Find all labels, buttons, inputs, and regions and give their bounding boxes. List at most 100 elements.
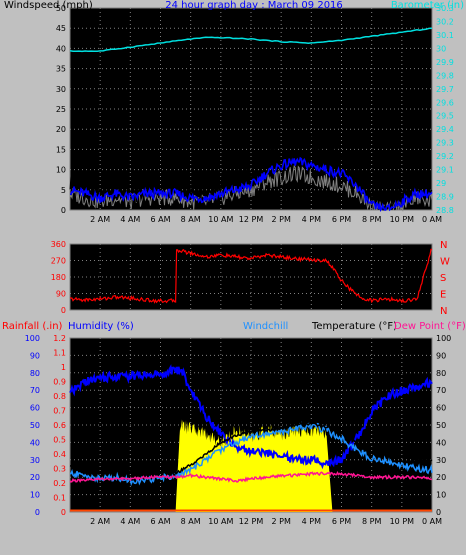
x-tick-label: 6 AM: [150, 215, 170, 224]
temperature-series-line: [69, 421, 433, 476]
direction-tick-label: 0: [61, 306, 66, 315]
barometer-tick-label: 29.8: [436, 71, 454, 80]
x-tick-label: 10 PM: [390, 215, 415, 224]
temperature-tick-label: 60: [436, 404, 446, 413]
wind-tick-label: 35: [56, 65, 66, 74]
x-tick-label: 6 AM: [150, 517, 170, 526]
temperature-tick-label: 100: [436, 334, 451, 343]
humidity-tick-label: 100: [25, 334, 40, 343]
barometer-tick-label: 30.1: [436, 31, 454, 40]
barometer-tick-label: 29.1: [436, 166, 454, 175]
barometer-tick-label: 28.9: [436, 193, 454, 202]
humidity-label: Humidity (%): [68, 321, 134, 332]
x-tick-label: 2 PM: [271, 517, 290, 526]
x-tick-label: 6 PM: [332, 517, 351, 526]
barometer-tick-label: 29.5: [436, 112, 454, 121]
barometer-tick-label: 28.8: [436, 206, 454, 215]
barometer-axis-title: Barometer (in): [391, 0, 464, 11]
sun-area: [175, 419, 333, 512]
rainfall-tick-label: 0.7: [53, 407, 66, 416]
rainfall-tick-label: 0.4: [53, 450, 66, 459]
direction-tick-label: 180: [51, 273, 66, 282]
humidity-tick-label: 50: [30, 421, 40, 430]
temperature-tick-label: 30: [436, 456, 446, 465]
direction-tick-label: 90: [56, 290, 66, 299]
direction-tick-label: 270: [51, 257, 66, 266]
rainfall-tick-label: 0.3: [53, 465, 66, 474]
barometer-tick-label: 29.7: [436, 85, 454, 94]
wind-tick-label: 45: [56, 24, 66, 33]
x-tick-label: 4 PM: [302, 215, 321, 224]
wind-tick-label: 5: [61, 186, 66, 195]
wind-tick-label: 20: [56, 125, 66, 134]
wind-tick-label: 10: [56, 166, 66, 175]
x-tick-label: 2 AM: [90, 215, 110, 224]
humidity-tick-label: 0: [35, 508, 40, 517]
rainfall-tick-label: 0.9: [53, 378, 66, 387]
humidity-tick-label: 40: [30, 438, 40, 447]
rainfall-tick-label: 0.2: [53, 479, 66, 488]
rainfall-tick-label: 0: [61, 508, 66, 517]
x-tick-label: 12 PM: [239, 215, 264, 224]
x-tick-label: 0 AM: [422, 517, 442, 526]
x-tick-label: 4 PM: [302, 517, 321, 526]
x-tick-label: 2 PM: [271, 215, 290, 224]
rainfall-tick-label: 0.8: [53, 392, 66, 401]
x-tick-label: 12 PM: [239, 517, 264, 526]
x-tick-label: 4 AM: [120, 215, 140, 224]
windchill-label: Windchill: [243, 321, 288, 332]
x-tick-label: 8 PM: [362, 215, 381, 224]
temperature-tick-label: 70: [436, 386, 446, 395]
barometer-tick-label: 30: [436, 44, 446, 53]
wind-tick-label: 0: [61, 206, 66, 215]
x-tick-label: 8 AM: [181, 215, 201, 224]
x-tick-label: 10 AM: [208, 215, 233, 224]
rainfall-tick-label: 0.5: [53, 436, 66, 445]
barometer-tick-label: 29.4: [436, 125, 454, 134]
humidity-tick-label: 20: [30, 473, 40, 482]
wind-tick-label: 30: [56, 85, 66, 94]
wind-tick-label: 40: [56, 44, 66, 53]
wind-tick-label: 50: [56, 4, 66, 13]
humidity-tick-label: 60: [30, 404, 40, 413]
wind-tick-label: 25: [56, 105, 66, 114]
wind-direction-line: [69, 248, 432, 304]
x-tick-label: 10 AM: [208, 517, 233, 526]
rainfall-label: Rainfall (.in): [2, 321, 63, 332]
barometer-tick-label: 29.2: [436, 152, 454, 161]
temperature-series-line: [69, 470, 432, 483]
temperature-tick-label: 80: [436, 369, 446, 378]
barometer-line: [69, 27, 433, 53]
rainfall-tick-label: 0.1: [53, 494, 66, 503]
rainfall-tick-label: 0.6: [53, 421, 66, 430]
chart-title: 24 hour graph day : March 09 2016: [165, 0, 343, 11]
rainfall-tick-label: 1.1: [53, 349, 66, 358]
x-tick-label: 8 AM: [181, 517, 201, 526]
rainfall-tick-label: 1: [61, 363, 66, 372]
temperature-tick-label: 0: [436, 508, 441, 517]
humidity-tick-label: 10: [30, 491, 40, 500]
wind-series-line: [69, 156, 433, 212]
temperature-series-line: [69, 364, 433, 470]
humidity-tick-label: 70: [30, 386, 40, 395]
x-tick-label: 2 AM: [90, 517, 110, 526]
humidity-tick-label: 80: [30, 369, 40, 378]
temperature-tick-label: 20: [436, 473, 446, 482]
barometer-tick-label: 29.3: [436, 139, 454, 148]
compass-tick-label: N: [440, 306, 447, 317]
direction-tick-label: 360: [51, 240, 66, 249]
compass-tick-label: W: [440, 257, 450, 268]
compass-tick-label: N: [440, 240, 447, 251]
compass-tick-label: S: [440, 273, 446, 284]
barometer-tick-label: 29: [436, 179, 446, 188]
temperature-tick-label: 50: [436, 421, 446, 430]
barometer-tick-label: 29.6: [436, 98, 454, 107]
barometer-tick-label: 30.2: [436, 17, 454, 26]
x-tick-label: 6 PM: [332, 215, 351, 224]
temperature-tick-label: 10: [436, 491, 446, 500]
x-tick-label: 0 AM: [422, 215, 442, 224]
x-tick-label: 10 PM: [390, 517, 415, 526]
dewpoint-label: Dew Point (°F): [394, 321, 466, 332]
